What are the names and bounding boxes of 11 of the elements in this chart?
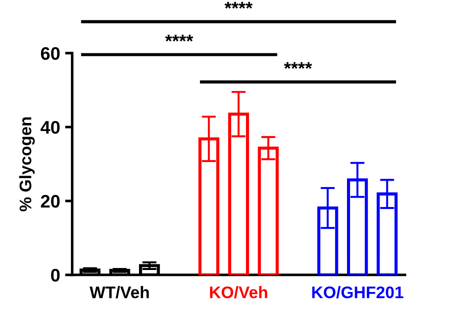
annotation: **** xyxy=(284,62,312,69)
x-tick-label: KO/GHF201 xyxy=(312,286,404,298)
y-tick-label: 60 xyxy=(40,47,60,60)
y-axis-title: % Glycogen xyxy=(19,117,35,212)
x-tick-label: KO/Veh xyxy=(210,286,268,298)
y-tick-label: 20 xyxy=(40,194,60,208)
text: **** xyxy=(224,2,253,9)
y-tick-label: 0 xyxy=(51,268,60,282)
text: **** xyxy=(165,34,194,42)
y-tick-label: 40 xyxy=(40,120,60,134)
x-tick-label: WT/Veh xyxy=(90,286,149,298)
